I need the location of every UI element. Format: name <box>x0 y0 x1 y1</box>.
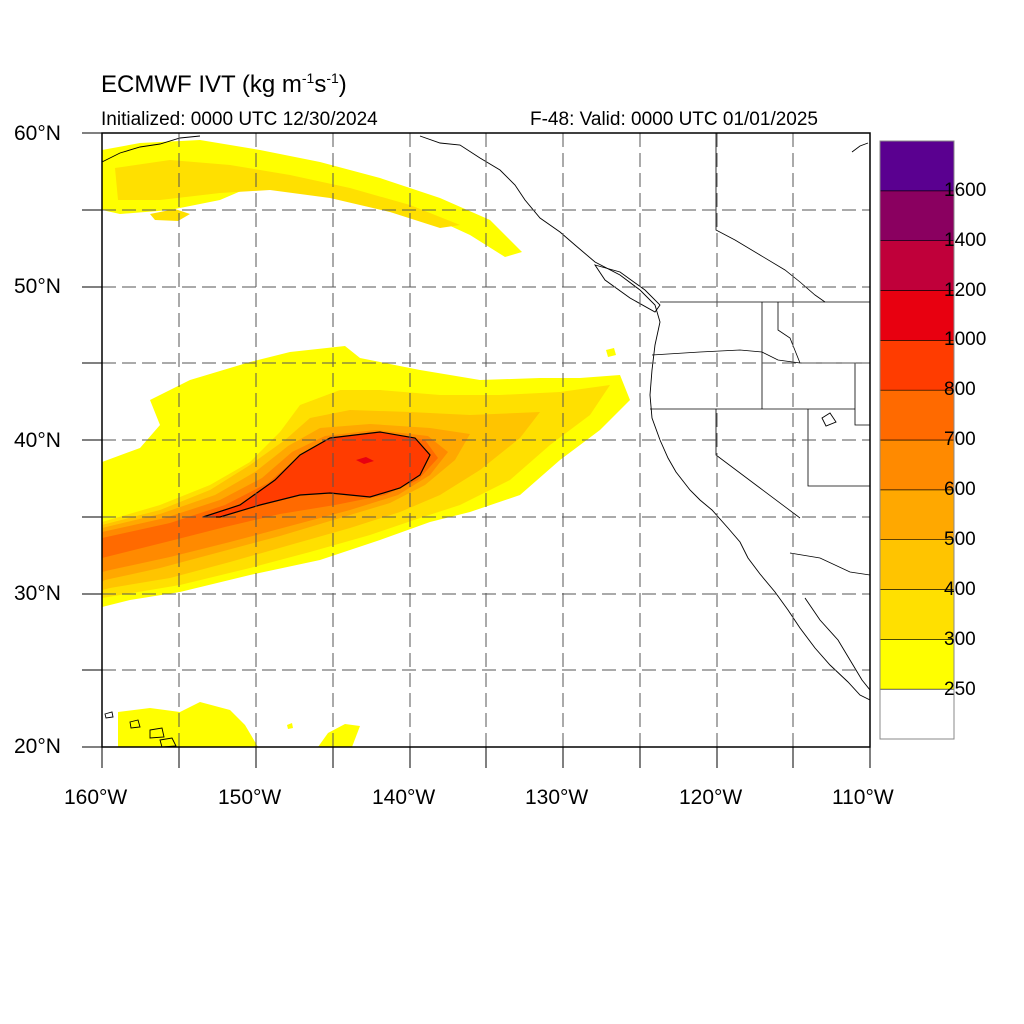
colorbar-label-800: 800 <box>944 379 976 400</box>
colorbar-label-1600: 1600 <box>944 180 987 201</box>
title-exp2: -1 <box>326 70 339 86</box>
colorbar-swatch <box>879 240 955 291</box>
initialized-label: Initialized: 0000 UTC 12/30/2024 <box>101 109 378 130</box>
lat-label-20: 20°N <box>14 735 61 758</box>
coastline-baja-gulf <box>804 597 870 691</box>
border-us-mexico <box>789 552 870 576</box>
colorbar-label-400: 400 <box>944 579 976 600</box>
border-ca-nv <box>715 409 801 519</box>
lat-label-30: 30°N <box>14 582 61 605</box>
coastlines <box>102 135 870 747</box>
colorbar-label-500: 500 <box>944 529 976 550</box>
border-id-west <box>777 302 801 364</box>
colorbar-label-1000: 1000 <box>944 329 987 350</box>
lon-label-120w: 120°W <box>679 786 743 809</box>
colorbar-label-250: 250 <box>944 679 976 700</box>
lat-label-40: 40°N <box>14 429 61 452</box>
hawaii-islands <box>104 711 177 747</box>
border-alaska-bc <box>715 133 826 303</box>
ivt-core-1000 <box>356 457 374 464</box>
colorbar-label-600: 600 <box>944 479 976 500</box>
axis-ticks <box>82 132 871 768</box>
lat-label-60: 60°N <box>14 122 61 145</box>
coastline-alaska-se <box>851 142 869 153</box>
lon-label-140w: 140°W <box>372 786 436 809</box>
ivt-800-contour <box>202 431 431 518</box>
coastline-north-america <box>419 135 870 701</box>
great-salt-lake <box>821 412 837 427</box>
colorbar-label-1200: 1200 <box>944 280 987 301</box>
border-nv-ut <box>807 409 870 487</box>
colorbar-swatch <box>879 589 955 640</box>
lon-label-110w: 110°W <box>832 786 894 809</box>
colorbar-label-1400: 1400 <box>944 230 987 251</box>
colorbar-swatch <box>879 688 955 740</box>
lat-label-50: 50°N <box>14 275 61 298</box>
colorbar-frame <box>879 140 955 740</box>
island-vancouver <box>593 264 661 313</box>
ivt-patch-south-3 <box>287 723 293 729</box>
colorbar-label-300: 300 <box>944 629 976 650</box>
colorbar-swatch <box>879 190 955 241</box>
coastline-alaska-sw <box>102 135 201 163</box>
ivt-band-north-300 <box>115 160 460 228</box>
colorbar-swatch <box>879 389 955 441</box>
ivt-plume-east <box>606 348 616 357</box>
colorbar-swatch <box>879 140 955 192</box>
figure-title: ECMWF IVT (kg m-1s-1) <box>101 70 347 99</box>
colorbar-swatch <box>879 639 955 690</box>
lon-label-150w: 150°W <box>218 786 282 809</box>
title-exp1: -1 <box>301 70 315 86</box>
valid-label: F-48: Valid: 0000 UTC 01/01/2025 <box>530 109 818 130</box>
border-ut-wy <box>854 363 870 426</box>
graticule <box>102 133 870 747</box>
colorbar-label-700: 700 <box>944 429 976 450</box>
colorbar <box>879 140 955 740</box>
lon-label-130w: 130°W <box>525 786 589 809</box>
border-wa-or <box>651 349 870 364</box>
ivt-blob-north-small <box>150 209 190 221</box>
ivt-field <box>102 140 630 747</box>
colorbar-swatch <box>879 439 955 491</box>
colorbar-swatch <box>879 290 955 341</box>
colorbar-swatch <box>879 489 955 540</box>
ivt-patch-south-2 <box>318 724 360 747</box>
colorbar-swatch <box>879 539 955 590</box>
title-suffix: ) <box>338 71 347 98</box>
ivt-patch-south-1 <box>118 702 258 747</box>
lon-label-160w: 160°W <box>64 786 128 809</box>
colorbar-swatch <box>879 340 955 391</box>
borders <box>650 133 870 576</box>
title-middle: s <box>314 71 327 98</box>
title-prefix: ECMWF IVT (kg m <box>101 71 302 98</box>
